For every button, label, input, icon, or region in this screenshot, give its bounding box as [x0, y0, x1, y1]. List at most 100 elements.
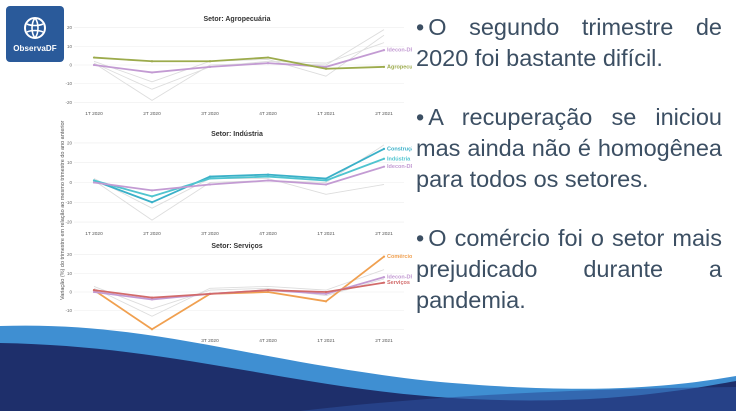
x-tick-label: 3T 2020 — [201, 338, 219, 344]
x-tick-label: 1T 2021 — [317, 231, 335, 237]
series-point — [92, 289, 96, 292]
background-series-line — [93, 178, 385, 209]
observadf-logo: ObservaDF — [6, 6, 64, 62]
series-point — [208, 60, 212, 63]
y-tick-label: 20 — [67, 140, 73, 145]
series-point — [150, 195, 154, 198]
series-point — [324, 177, 328, 180]
series-point — [150, 60, 154, 63]
bullet-3-text: O comércio foi o setor mais prejudicado … — [416, 225, 722, 313]
charts-panel: Setor: Agropecuária 20 10 0 -10 -20 1T 2020 2T … — [65, 16, 412, 344]
x-tick-label: 2T 2021 — [375, 111, 393, 117]
series-label: Construção — [387, 146, 412, 152]
series-point — [324, 290, 328, 294]
y-tick-label: 0 — [69, 180, 72, 185]
y-tick-label: 10 — [67, 44, 73, 49]
series-point — [382, 281, 386, 284]
series-point — [266, 56, 270, 59]
series-point — [382, 157, 386, 160]
bullet-1-text: O segundo trimestre de 2020 foi bastante… — [416, 14, 722, 71]
series-point — [92, 181, 96, 184]
chart-title: Setor: Agropecuária — [203, 16, 270, 23]
chart-2: Setor: Indústria 20 10 0 -10 -20 1T 2020 2T 202… — [65, 131, 412, 237]
series-point — [382, 165, 386, 168]
x-tick-label: 2T 2020 — [143, 111, 161, 117]
x-tick-label: 3T 2020 — [201, 111, 219, 117]
series-line — [93, 281, 385, 299]
series-point — [266, 289, 270, 292]
series-point — [324, 65, 328, 68]
series-point — [266, 179, 270, 182]
x-tick-label: 1T 2021 — [317, 338, 335, 344]
y-tick-label: 10 — [67, 160, 73, 165]
bullet-2-text: A recuperação se iniciou mas ainda não é… — [416, 104, 722, 192]
series-point — [92, 63, 96, 67]
series-label: Idecon-DF — [387, 164, 412, 170]
series-point — [150, 71, 154, 74]
bullet-list: • O segundo trimestre de 2020 foi bastant… — [416, 12, 722, 344]
y-tick-label: -10 — [65, 81, 72, 86]
series-line — [93, 148, 385, 204]
series-point — [208, 177, 212, 180]
series-point — [150, 296, 154, 299]
series-line — [93, 255, 385, 331]
series-label: Agropecuária — [387, 64, 412, 70]
x-tick-label: 4T 2020 — [259, 231, 277, 237]
background-series-line — [93, 278, 385, 310]
bullet-1: • O segundo trimestre de 2020 foi bastant… — [416, 14, 722, 71]
chart-title: Setor: Serviços — [211, 243, 262, 250]
x-tick-label: 1T 2021 — [317, 111, 335, 117]
series-point — [382, 147, 386, 150]
y-tick-label: 0 — [69, 290, 72, 295]
logo-text: ObservaDF — [13, 44, 57, 53]
x-tick-label: 4T 2020 — [259, 338, 277, 344]
y-tick-label: -20 — [65, 100, 72, 105]
series-line — [93, 157, 385, 198]
series-line — [93, 56, 385, 70]
series-label: Comércio — [387, 254, 412, 260]
bottom-wave — [0, 325, 736, 411]
series-point — [324, 292, 328, 295]
series-point — [150, 189, 154, 192]
chart-title: Setor: Indústria — [211, 131, 263, 138]
x-tick-label: 2T 2020 — [143, 231, 161, 237]
series-point — [382, 275, 386, 279]
series-point — [208, 183, 212, 186]
background-series-line — [93, 34, 385, 83]
series-point — [266, 62, 270, 65]
chart-1: Setor: Agropecuária 20 10 0 -10 -20 1T 2020 2T … — [65, 16, 412, 117]
series-point — [324, 179, 328, 182]
series-point — [324, 67, 328, 70]
background-series-line — [93, 42, 385, 90]
y-tick-label: 20 — [67, 25, 73, 30]
series-label: Indústria — [387, 156, 411, 162]
x-tick-label: 2T 2021 — [375, 338, 393, 344]
series-point — [150, 298, 154, 301]
series-point — [92, 179, 96, 182]
background-series-line — [93, 269, 385, 317]
series-point — [208, 65, 212, 68]
series-label: Idecon-DF — [387, 48, 412, 54]
y-tick-label: -10 — [65, 200, 72, 205]
series-point — [382, 65, 386, 68]
series-label: Serviços — [387, 280, 410, 286]
x-tick-label: 1T 2020 — [85, 231, 103, 237]
x-tick-label: 3T 2020 — [201, 231, 219, 237]
bullet-2: • A recuperação se iniciou mas ainda não … — [416, 104, 722, 192]
series-label: Idecon-DF — [387, 275, 412, 281]
y-tick-label: 0 — [69, 63, 72, 68]
series-point — [382, 48, 386, 52]
series-line — [93, 49, 385, 74]
series-point — [92, 290, 96, 294]
series-point — [150, 328, 154, 331]
y-tick-label: -20 — [65, 220, 72, 225]
series-point — [324, 300, 328, 303]
series-point — [92, 56, 96, 59]
series-point — [266, 290, 270, 294]
series-point — [382, 255, 386, 258]
series-point — [208, 292, 212, 295]
series-point — [266, 175, 270, 178]
x-tick-label: 2T 2021 — [375, 231, 393, 237]
series-line — [93, 165, 385, 192]
